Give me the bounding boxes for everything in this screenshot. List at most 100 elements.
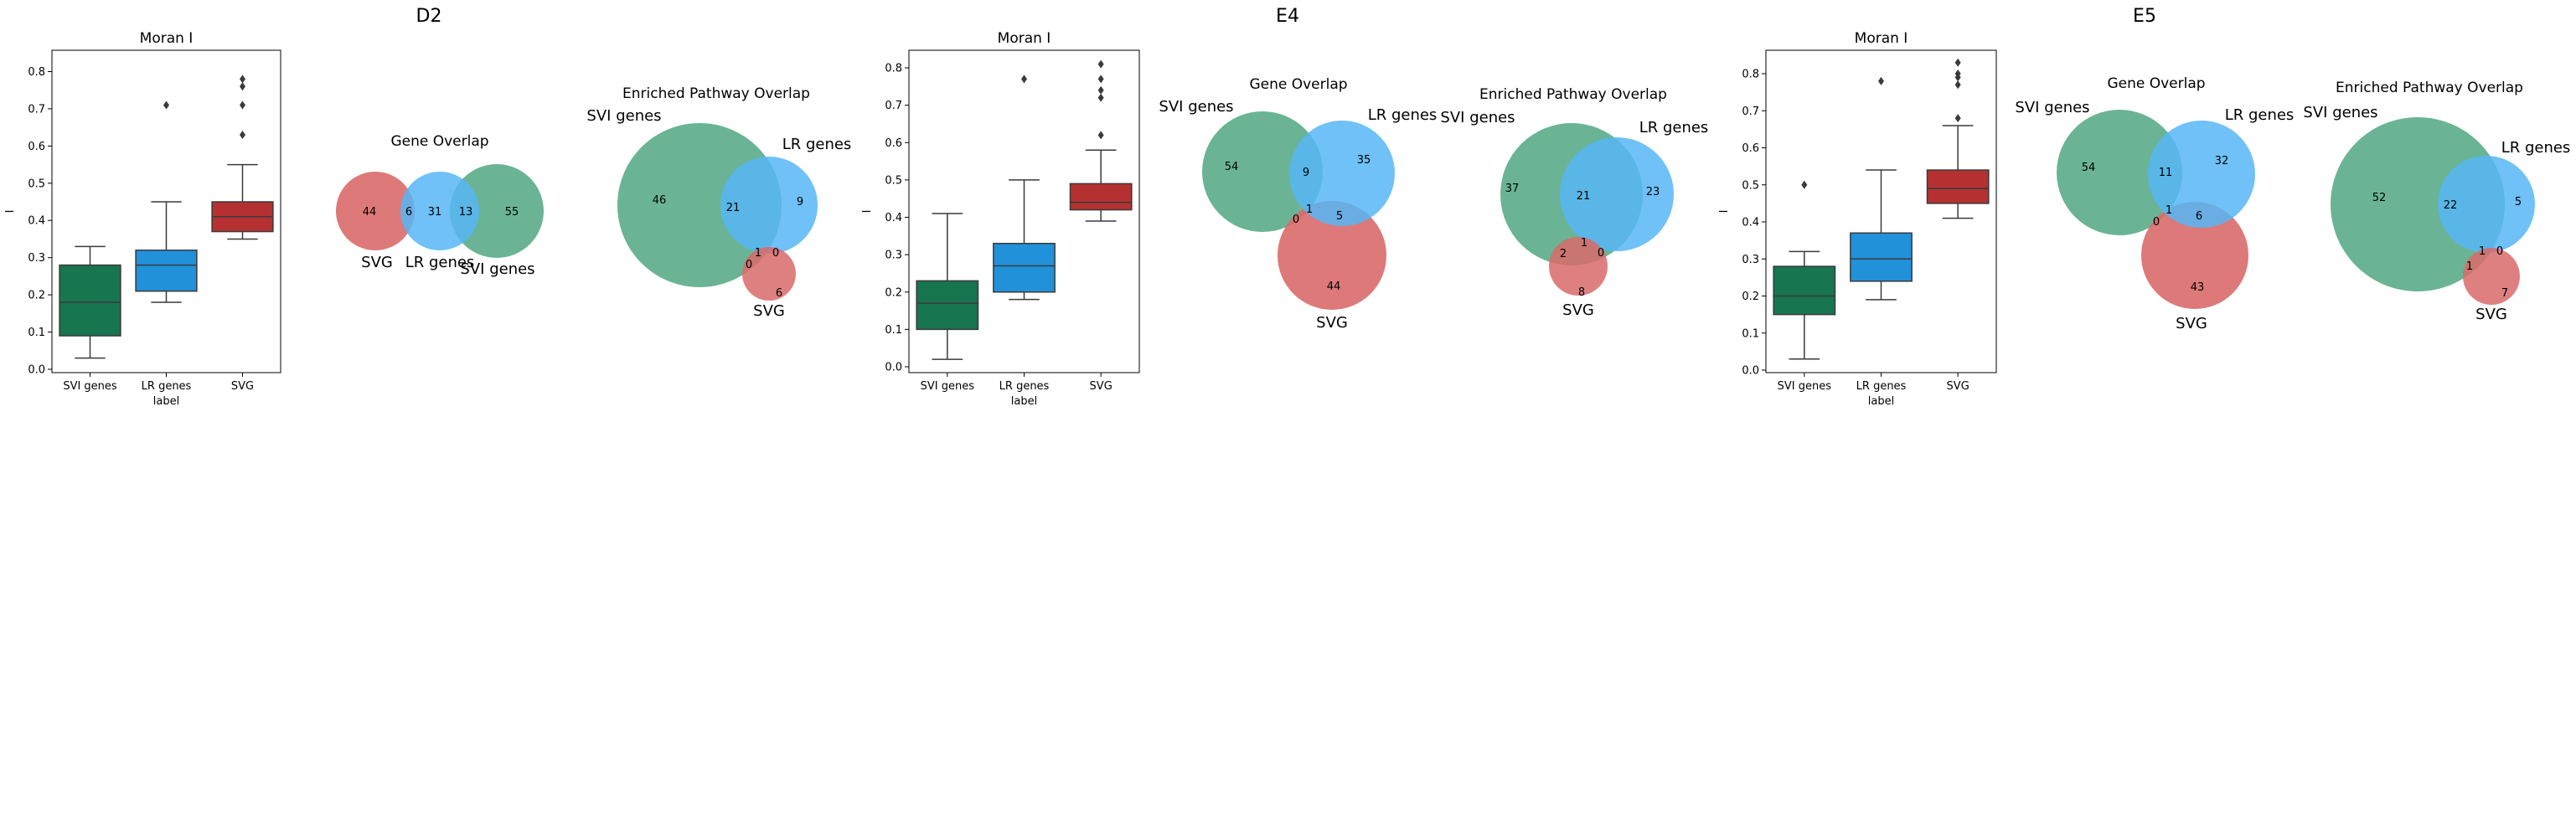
venn-count: 0 [1598, 247, 1604, 260]
venn-count: 44 [363, 206, 377, 219]
box-svg [1926, 169, 1990, 204]
x-tick-label: LR genes [142, 380, 192, 393]
outlier-point [240, 131, 245, 140]
outlier-point [1954, 58, 1961, 67]
venn-count: 7 [2501, 287, 2508, 300]
venn-circle-svg [742, 247, 796, 301]
y-tick-label: 0.7 [885, 100, 902, 112]
venn-circle-svi [2331, 117, 2505, 291]
x-axis-label: label [153, 395, 179, 408]
pathway-overlap-venn-e4: Enriched Pathway Overlap 37 21 23 2 1 0 … [1440, 86, 1708, 319]
plot-title: Moran I [998, 30, 1051, 47]
y-tick-label: 0.6 [28, 141, 45, 153]
y-axis-label: I [861, 210, 874, 214]
venn-set-label: SVI genes [1440, 109, 1515, 126]
venn-count: 1 [2479, 245, 2486, 258]
outlier-point [1021, 75, 1027, 84]
venn-count: 0 [2153, 216, 2160, 229]
venn-circle-svg [1549, 237, 1608, 296]
venn-set-label: LR genes [1639, 119, 1709, 136]
box-svg [1069, 183, 1133, 211]
outlier-point [240, 75, 245, 84]
y-tick-label: 0.1 [885, 324, 902, 337]
venn-circle-lr [2438, 156, 2535, 253]
venn-circle-lr [2148, 121, 2255, 228]
venn-count: 1 [755, 247, 761, 260]
venn-count: 31 [428, 206, 442, 219]
box-svi-genes [916, 280, 979, 331]
venn-circle-svg [1278, 201, 1386, 310]
gene-overlap-venn-e5: Gene Overlap 54 11 32 1 0 6 43 SVI genes… [2015, 75, 2294, 332]
x-axis-label: label [1011, 395, 1037, 408]
y-tick-label: 0.8 [1742, 69, 1759, 81]
x-tick-label: SVG [1947, 380, 1969, 393]
venn-set-label: LR genes [1368, 106, 1438, 124]
venn-circle-svi [617, 123, 782, 287]
venn-set-label: SVG [753, 302, 785, 320]
venn-title: Enriched Pathway Overlap [622, 85, 810, 102]
venn-count: 1 [1306, 203, 1313, 216]
outlier-point [240, 100, 245, 110]
venn-count: 6 [776, 287, 782, 300]
y-tick-label: 0.2 [1742, 291, 1759, 303]
outlier-point [163, 100, 169, 110]
outlier-point [1801, 180, 1808, 189]
y-tick-label: 0.8 [885, 63, 902, 75]
venn-circle-lr [1289, 121, 1395, 226]
venn-circle-lr [1560, 137, 1674, 251]
y-tick-label: 0.0 [1742, 365, 1759, 378]
venn-count: 35 [1357, 154, 1371, 167]
y-tick-label: 0.0 [885, 362, 902, 374]
venn-count: 55 [505, 206, 519, 219]
gene-overlap-venn-d2: Gene Overlap 44 6 31 13 55 SVG LR genes … [336, 133, 544, 278]
venn-circle-svi [450, 164, 544, 258]
venn-count: 1 [2466, 260, 2473, 273]
x-tick-label: LR genes [1856, 380, 1907, 393]
moran-boxplot-d2: Moran I 0.0 0.1 0.2 0.3 0.4 0.5 0.6 0.7 0.8 I SVI g… [4, 30, 281, 408]
venn-count: 11 [2159, 167, 2173, 179]
venn-count: 8 [1578, 286, 1585, 299]
y-tick-label: 0.4 [885, 212, 902, 224]
venn-count: 2 [1560, 248, 1567, 260]
venn-count: 5 [2515, 196, 2522, 208]
y-tick-label: 0.3 [885, 250, 902, 262]
y-tick-label: 0.3 [1742, 254, 1759, 266]
venn-set-label: SVI genes [2015, 99, 2089, 116]
outlier-point [1878, 76, 1884, 85]
venn-count: 9 [797, 196, 803, 208]
x-tick-label: SVG [1090, 380, 1112, 393]
venn-set-label: SVI genes [586, 107, 661, 125]
y-tick-label: 0.5 [885, 174, 902, 187]
venn-set-label: SVI genes [1159, 98, 1233, 116]
venn-set-label: LR genes [405, 254, 475, 271]
venn-count: 0 [2496, 245, 2503, 258]
venn-count: 46 [653, 194, 667, 207]
group-title-d2: D2 [416, 6, 442, 27]
y-tick-label: 0.5 [28, 178, 45, 190]
y-tick-label: 0.6 [885, 137, 902, 150]
outlier-point [1954, 80, 1961, 90]
venn-count: 44 [1327, 281, 1341, 293]
outlier-point [1097, 85, 1104, 95]
box-lr-genes [993, 243, 1056, 293]
venn-count: 1 [1581, 237, 1587, 250]
y-tick-label: 0.3 [28, 252, 45, 265]
venn-title: Gene Overlap [2107, 75, 2205, 92]
outlier-point [1097, 93, 1104, 102]
y-tick-label: 0.2 [885, 286, 902, 299]
x-tick-label: SVI genes [921, 380, 975, 393]
box-svi-genes [59, 264, 121, 337]
y-tick-label: 0.7 [28, 103, 45, 116]
venn-title: Enriched Pathway Overlap [2336, 80, 2523, 96]
venn-count: 22 [2444, 199, 2458, 212]
x-axis-label: label [1868, 395, 1894, 408]
venn-count: 54 [2082, 162, 2096, 174]
x-tick-label: LR genes [999, 380, 1050, 393]
venn-set-label: LR genes [782, 136, 852, 153]
venn-count: 0 [1293, 214, 1299, 226]
plot-title: Moran I [1855, 30, 1908, 47]
x-tick-label: SVG [231, 380, 254, 393]
outlier-point [1954, 114, 1961, 123]
venn-set-label: SVI genes [460, 260, 534, 278]
